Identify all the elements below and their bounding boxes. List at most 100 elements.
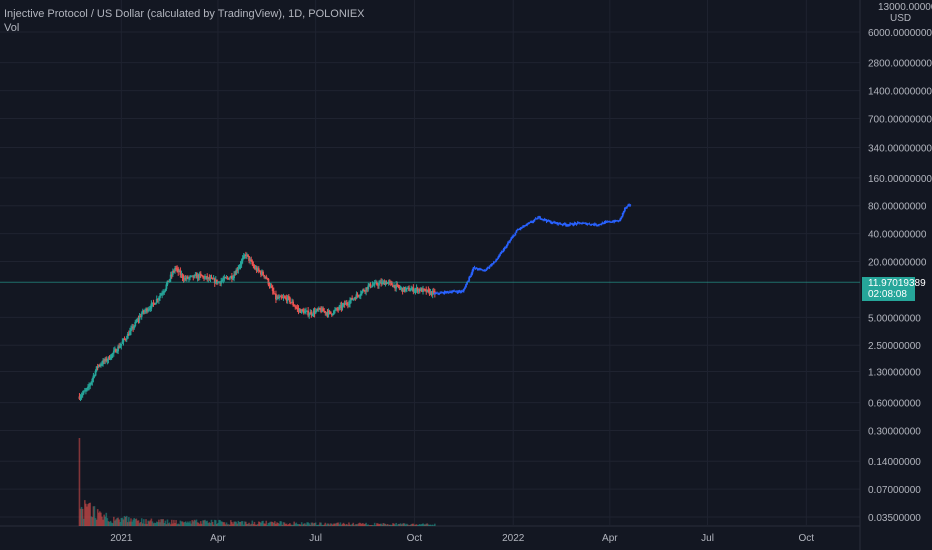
candle-body [409,290,412,292]
candle-body [203,276,205,279]
volume-bar [424,524,426,526]
volume-bar [129,521,131,526]
candle-body [503,247,506,250]
candle-body [278,296,281,299]
candle-body [101,364,103,366]
volume-bar [427,524,430,526]
candle-body [92,375,95,379]
candle-body [239,264,242,266]
volume-bar [298,524,301,526]
volume-bar [403,523,406,526]
volume-bar [198,524,201,526]
candle-body [193,275,196,278]
volume-bar [362,523,364,526]
candle-body [568,224,570,226]
candle-body [513,235,516,237]
volume-bar [378,524,380,526]
candle-body [152,302,155,304]
candle-body [299,309,302,313]
candle-body [381,281,384,284]
candle-body [265,276,268,279]
volume-bar [291,524,293,526]
candle-body [333,310,335,315]
candle-body [432,291,435,293]
candle-body [105,358,108,362]
candle-body [162,292,165,294]
price-axis[interactable]: 6000.00000000 2800.00000000 1400.00000000 7… [868,28,932,524]
volume-bar [337,522,340,526]
candle-body [251,261,254,265]
candle-body [294,306,297,308]
candle-body [502,249,505,252]
candle-body [262,271,264,276]
volume-bar [377,523,379,526]
candle-body [560,224,563,226]
candle-body [435,293,437,295]
volume-bar [169,524,172,526]
volume-bar [290,524,292,526]
volume-bar [252,523,255,526]
candle-body [474,267,477,269]
symbol-title[interactable]: Injective Protocol / US Dollar (calculat… [4,8,365,20]
candle-body [514,232,517,236]
candle-body [305,310,307,312]
candle-body [505,244,508,248]
volume-bar [103,514,105,526]
candle-body [626,206,628,208]
candle-body [562,223,565,225]
volume-bar [422,523,424,526]
volume-bar [354,524,357,526]
candle-body [78,396,81,399]
volume-bar [411,523,414,526]
candle-body [587,223,590,225]
volume-bar [289,523,291,526]
candle-body [191,275,194,277]
volume-bar [97,512,100,526]
volume-bar [190,523,192,526]
time-axis[interactable]: 2021 Apr Jul Oct 2022 Apr Jul Oct [110,533,814,544]
candle-body [169,274,172,280]
candle-body [163,291,166,293]
volume-bar [330,523,333,526]
volume-bar [226,524,229,526]
candle-body [494,261,496,263]
volume-bar [373,522,376,526]
candle-body [267,278,270,285]
candle-body [603,222,606,224]
volume-bar [235,521,238,526]
y-tick-label: 1400.00000000 [868,87,932,98]
volume-bar [158,519,160,526]
candle-body [504,247,507,249]
y-tick-label: 1.30000000 [868,368,921,379]
candle-body [585,222,588,225]
candle-body [322,308,325,312]
volume-bar [425,523,428,526]
candle-body [611,221,613,223]
candle-body [447,291,450,293]
volume-bar [269,521,272,526]
candle-body [312,310,315,315]
volume-bar [256,524,259,526]
volume-bar [137,520,140,526]
volume-bar [232,523,234,526]
volume-bar [342,522,345,526]
candle-body [612,221,614,223]
volume-bar [168,522,171,526]
volume-indicator-label[interactable]: Vol [4,22,20,34]
volume-bar [390,524,392,526]
candle-body [228,277,231,280]
candle-body [111,353,114,355]
candle-body [455,291,458,293]
volume-bar [165,524,168,526]
candle-body [508,241,510,243]
candle-body [419,288,422,291]
candle-body [417,289,420,292]
candle-body [546,219,549,222]
candle-body [102,360,104,365]
candle-body [153,303,156,305]
candle-body [395,284,398,289]
volume-bar [219,520,221,526]
candle-body [283,297,286,299]
x-tick-label: Apr [602,533,618,544]
